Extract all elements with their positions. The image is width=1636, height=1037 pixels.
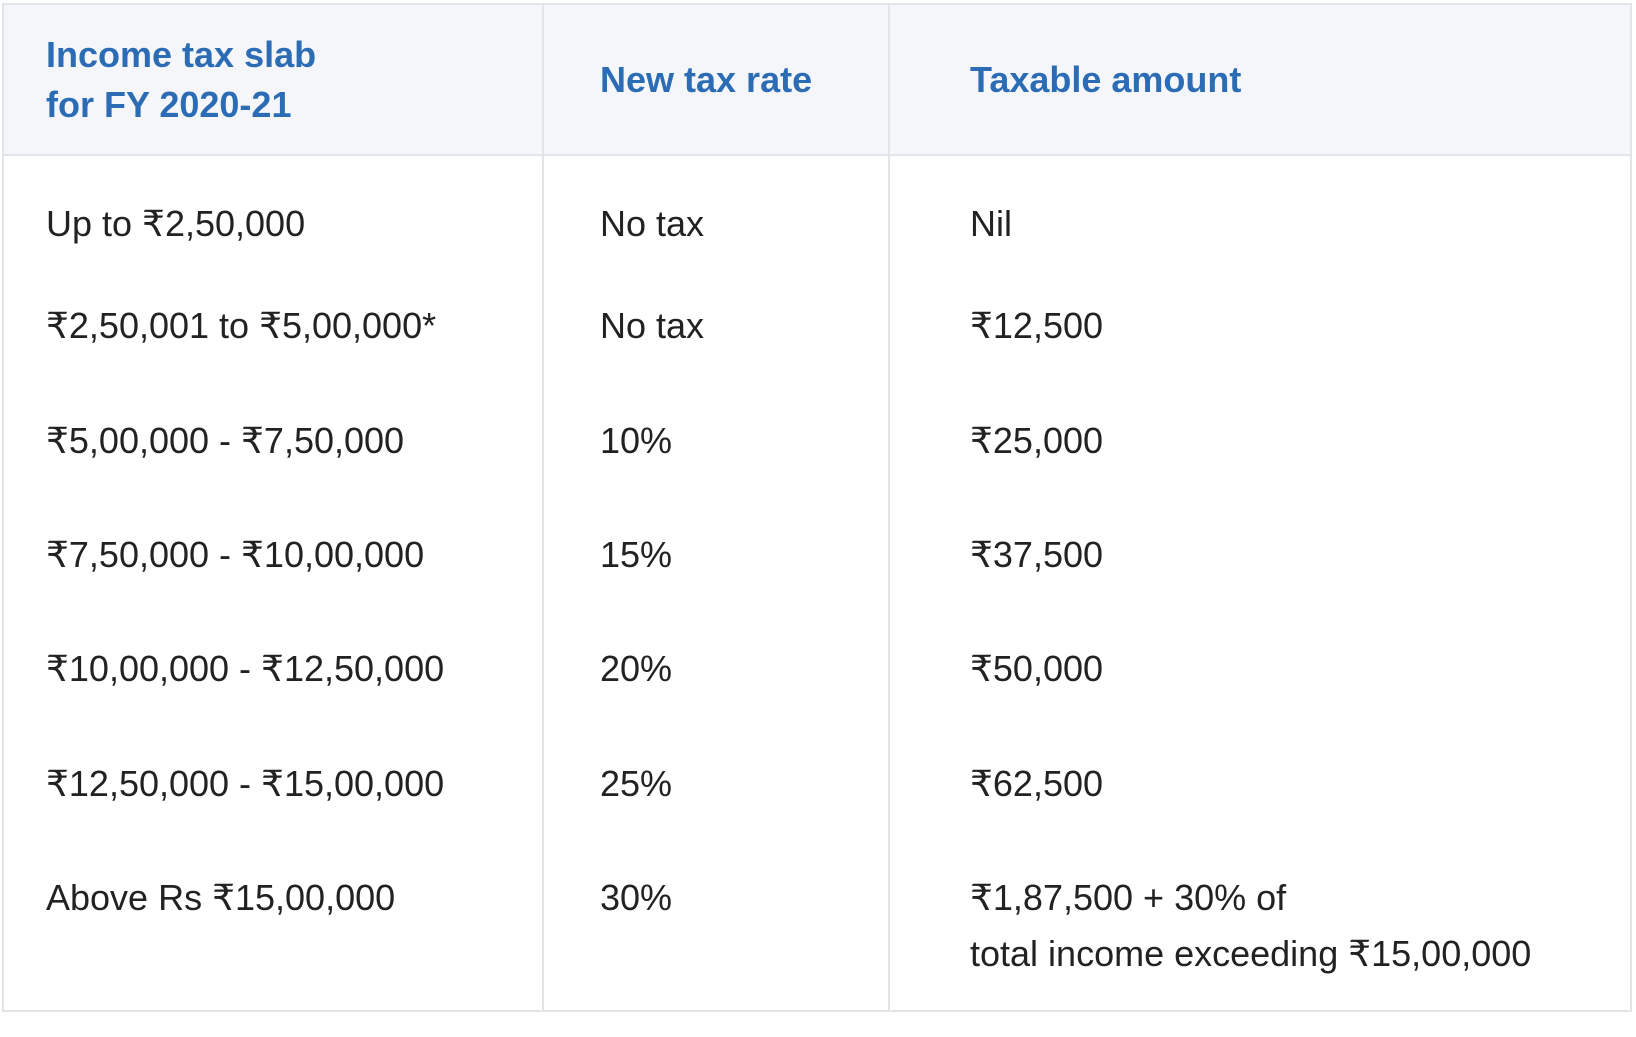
header-row: Income tax slab for FY 2020-21 New tax r… <box>4 5 1630 156</box>
rate-cell: 15% <box>542 497 889 613</box>
tax-slab-table: Income tax slab for FY 2020-21 New tax r… <box>4 5 1630 1010</box>
slab-cell: ₹12,50,000 - ₹15,00,000 <box>46 762 445 804</box>
rate-cell: No tax <box>542 269 889 384</box>
amount-cell: ₹37,500 <box>888 497 1630 613</box>
slab-cell: ₹7,50,000 - ₹10,00,000 <box>46 533 425 575</box>
amount-cell: ₹25,000 <box>888 383 1630 498</box>
amount-cell: ₹12,500 <box>888 269 1630 384</box>
header-slab-line-1: Income tax slab <box>46 33 317 75</box>
amount-cell: ₹62,500 <box>888 726 1630 841</box>
table-row: ₹2,50,001 to ₹5,00,000* No tax ₹12,500 <box>4 269 1630 384</box>
table-body: Up to ₹2,50,000 No tax Nil ₹2,50,001 to … <box>4 155 1630 1010</box>
rate-cell: 10% <box>542 383 889 498</box>
amount-cell: Nil <box>888 155 1630 270</box>
rate-cell: 30% <box>542 840 889 1010</box>
table-row: ₹10,00,000 - ₹12,50,000 20% ₹50,000 <box>4 612 1630 727</box>
rate-cell: 25% <box>542 726 889 841</box>
table-row: ₹7,50,000 - ₹10,00,000 15% ₹37,500 <box>4 497 1630 613</box>
table-row: Up to ₹2,50,000 No tax Nil <box>4 155 1630 270</box>
header-new-tax-rate: New tax rate <box>542 5 889 156</box>
rate-cell: 20% <box>542 612 889 727</box>
header-slab-line-2: for FY 2020-21 <box>46 83 292 125</box>
amount-line-1: ₹1,87,500 + 30% of <box>970 876 1287 918</box>
table-row: ₹12,50,000 - ₹15,00,000 25% ₹62,500 <box>4 726 1630 841</box>
table-row: ₹5,00,000 - ₹7,50,000 10% ₹25,000 <box>4 383 1630 498</box>
slab-cell: ₹2,50,001 to ₹5,00,000* <box>46 305 437 347</box>
amount-cell: ₹1,87,500 + 30% of total income exceedin… <box>888 840 1630 1010</box>
amount-line-2: total income exceeding ₹15,00,000 <box>970 932 1532 974</box>
rate-cell: No tax <box>542 155 889 270</box>
table-header: Income tax slab for FY 2020-21 New tax r… <box>4 5 1630 156</box>
slab-cell: ₹10,00,000 - ₹12,50,000 <box>46 648 445 690</box>
slab-cell: ₹5,00,000 - ₹7,50,000 <box>46 419 405 461</box>
table-row: Above Rs ₹15,00,000 30% ₹1,87,500 + 30% … <box>4 840 1630 1010</box>
amount-cell: ₹50,000 <box>888 612 1630 727</box>
slab-cell: Up to ₹2,50,000 <box>46 203 306 244</box>
slab-cell: Above Rs ₹15,00,000 <box>46 876 396 918</box>
tax-slab-table-container: Income tax slab for FY 2020-21 New tax r… <box>2 3 1632 1012</box>
header-taxable-amount: Taxable amount <box>888 5 1630 156</box>
header-income-tax-slab: Income tax slab for FY 2020-21 <box>4 5 543 156</box>
